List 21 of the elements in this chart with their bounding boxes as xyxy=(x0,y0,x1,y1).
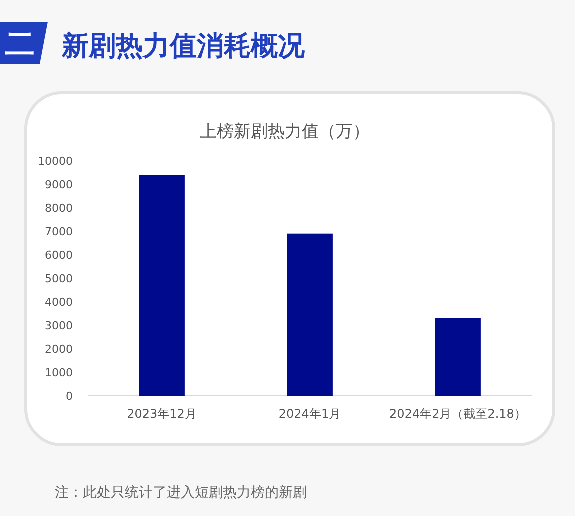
y-tick-label: 0 xyxy=(66,390,73,403)
y-tick-label: 5000 xyxy=(45,272,73,286)
x-tick-label: 2024年2月（截至2.18） xyxy=(390,407,526,421)
chart-title: 新剧热力值消耗概况 xyxy=(61,31,306,62)
bar xyxy=(139,175,185,396)
y-tick-label: 6000 xyxy=(45,249,73,262)
y-tick-label: 1000 xyxy=(45,366,73,380)
y-tick-label: 8000 xyxy=(45,202,73,215)
text: 注：此处只统计了进入短剧热力榜的新剧 xyxy=(55,485,307,501)
bar xyxy=(435,318,481,396)
text: 二 xyxy=(5,27,35,62)
y-tick-label: 10000 xyxy=(38,155,73,168)
y-tick-label: 2000 xyxy=(45,343,73,356)
y-tick-label: 9000 xyxy=(45,178,73,192)
y-tick-label: 7000 xyxy=(45,226,73,238)
chart-subtitle: 上榜新剧热力值（万） xyxy=(200,122,370,142)
y-tick-label: 4000 xyxy=(45,296,73,309)
y-tick-label: 3000 xyxy=(45,320,73,332)
x-tick-label: 2023年12月 xyxy=(127,407,197,421)
x-tick-label: 2024年1月 xyxy=(278,407,342,421)
bar xyxy=(287,234,333,396)
